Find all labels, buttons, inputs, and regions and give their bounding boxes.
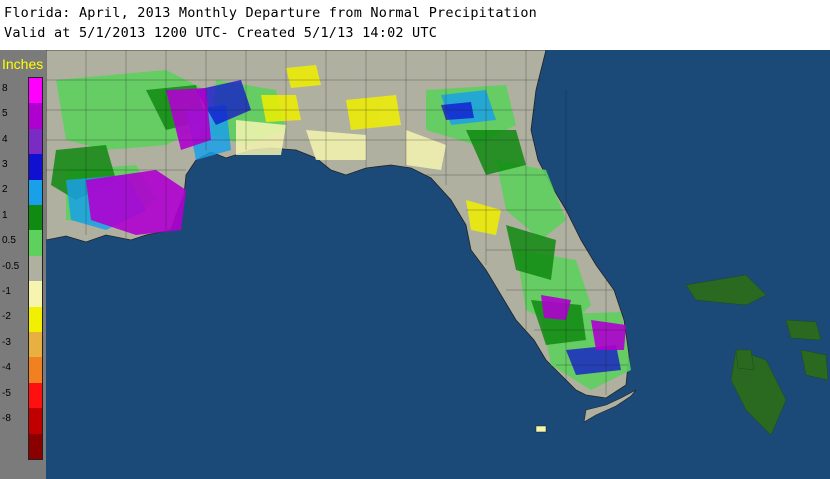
map-title: Florida: April, 2013 Monthly Departure f… (4, 5, 537, 21)
legend-label: 3 (2, 158, 8, 170)
legend-swatch (29, 205, 42, 231)
precipitation-map (46, 50, 830, 479)
map-header: Florida: April, 2013 Monthly Departure f… (0, 0, 830, 50)
legend-swatch (29, 255, 42, 282)
legend-label: -4 (2, 362, 11, 374)
precip-patches-yellow (261, 65, 501, 235)
legend-label: -1 (2, 285, 11, 297)
legend-color-bar (28, 77, 43, 460)
map-validity-line: Valid at 5/1/2013 1200 UTC- Created 5/1/… (4, 25, 438, 41)
precip-patches-lightyellow (236, 120, 446, 170)
legend-label: -3 (2, 336, 11, 348)
legend-swatch (29, 230, 42, 257)
key-west-island (535, 425, 547, 433)
legend-swatch (29, 154, 42, 181)
legend-swatch (29, 179, 42, 206)
county-boundaries (46, 50, 628, 395)
legend-swatch (29, 78, 42, 104)
legend-label: 1 (2, 209, 8, 221)
legend-swatch (29, 306, 42, 333)
legend-label: -8 (2, 412, 11, 424)
legend-swatch (29, 382, 42, 409)
legend-swatch (29, 128, 42, 155)
legend-label: -2 (2, 311, 11, 323)
legend-swatch (29, 281, 42, 308)
legend-swatch (29, 103, 42, 130)
florida-keys (583, 389, 637, 423)
legend-swatch (29, 408, 42, 435)
legend-label: 0.5 (2, 235, 16, 247)
precip-patches-blue (196, 80, 621, 375)
florida-map-svg (46, 50, 829, 436)
legend-label: -5 (2, 387, 11, 399)
legend-label: 5 (2, 108, 8, 120)
bahamas-islands (685, 274, 829, 436)
legend-label: 4 (2, 133, 8, 145)
legend-label: 2 (2, 184, 8, 196)
legend-title: Inches (2, 56, 44, 72)
legend-label: 8 (2, 82, 8, 94)
legend-swatch (29, 332, 42, 358)
precip-patches-purple (86, 88, 626, 350)
legend-label: -0.5 (2, 260, 20, 272)
legend-swatch (29, 433, 42, 460)
legend-swatch (29, 357, 42, 384)
precipitation-legend: Inches 8 5 4 3 2 1 0.5 -0.5 -1 -2 -3 -4 -5 -8 (0, 50, 46, 479)
